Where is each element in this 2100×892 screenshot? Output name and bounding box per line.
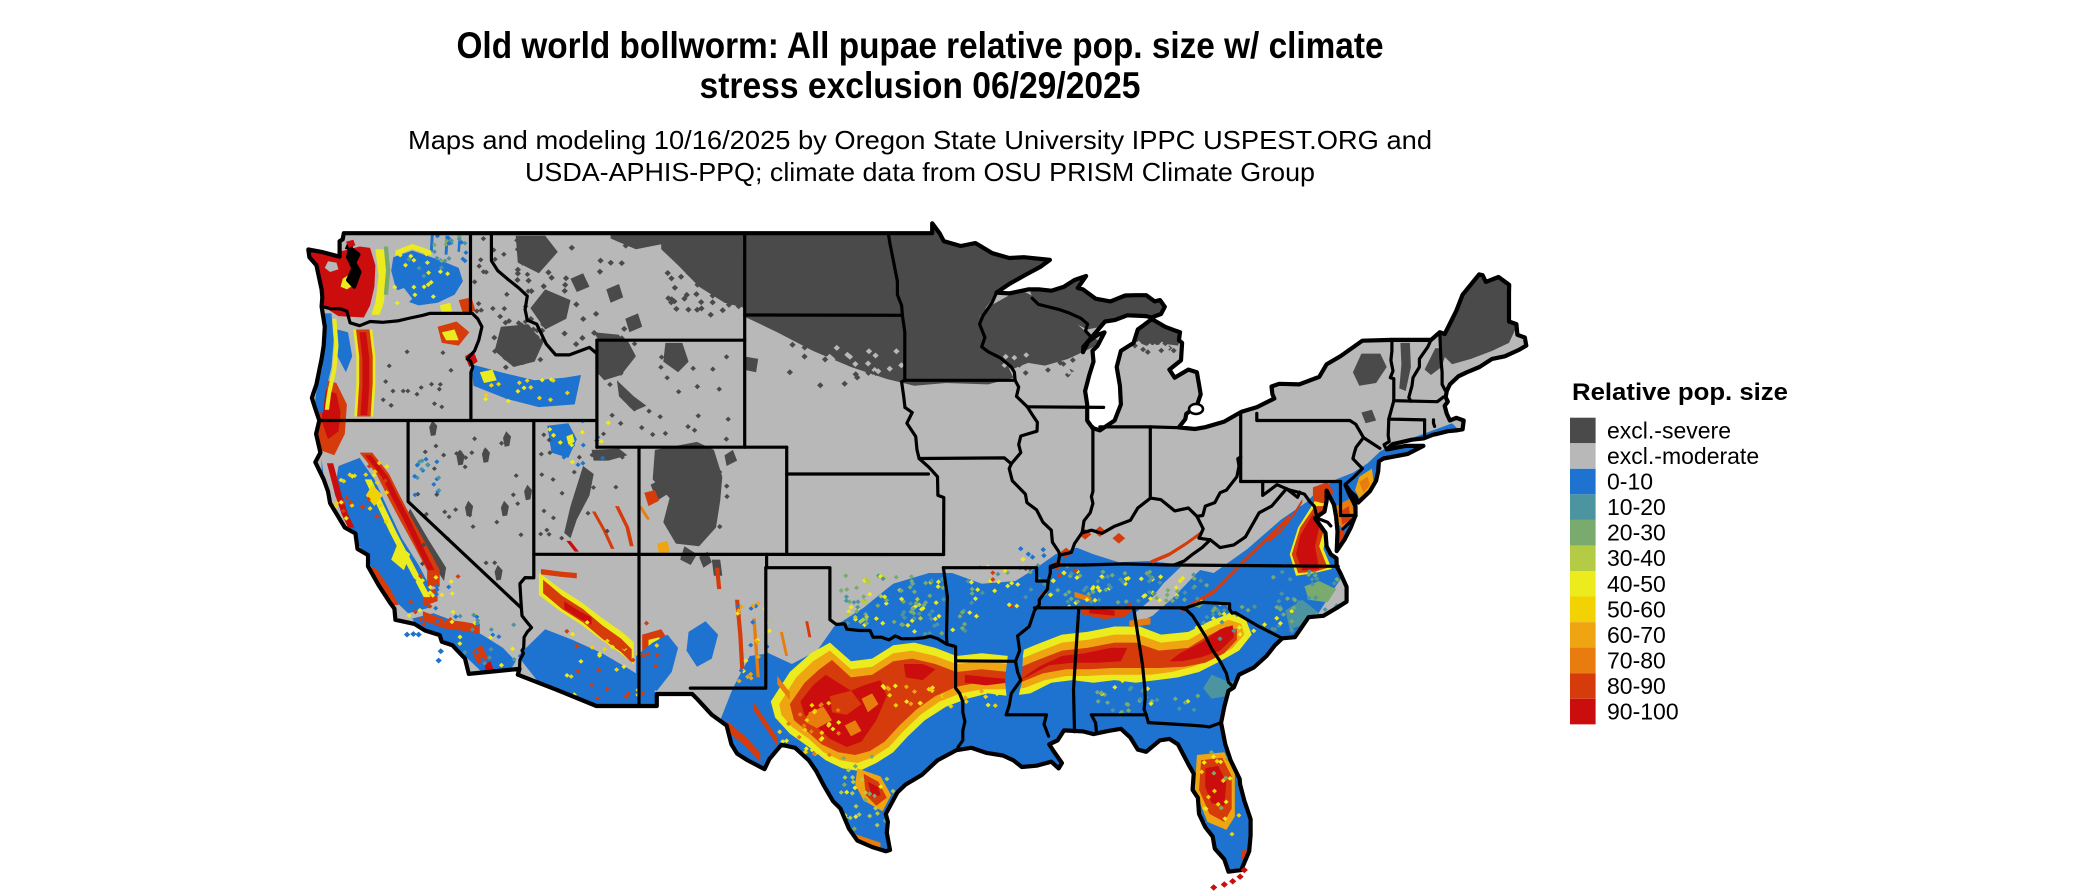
svg-text:excl.-severe: excl.-severe bbox=[1607, 418, 1731, 444]
svg-text:stress exclusion 06/29/2025: stress exclusion 06/29/2025 bbox=[700, 65, 1141, 106]
svg-text:60-70: 60-70 bbox=[1607, 622, 1666, 648]
svg-text:10-20: 10-20 bbox=[1607, 494, 1666, 520]
svg-text:80-90: 80-90 bbox=[1607, 673, 1666, 699]
svg-text:40-50: 40-50 bbox=[1607, 571, 1666, 597]
svg-text:70-80: 70-80 bbox=[1607, 647, 1666, 673]
svg-text:USDA-APHIS-PPQ; climate data f: USDA-APHIS-PPQ; climate data from OSU PR… bbox=[525, 157, 1315, 187]
svg-text:30-40: 30-40 bbox=[1607, 545, 1666, 571]
svg-text:90-100: 90-100 bbox=[1607, 699, 1679, 725]
svg-text:50-60: 50-60 bbox=[1607, 596, 1666, 622]
svg-text:20-30: 20-30 bbox=[1607, 520, 1666, 546]
svg-text:Old world bollworm: All pupae: Old world bollworm: All pupae relative p… bbox=[457, 25, 1384, 66]
svg-text:Maps and modeling 10/16/2025 b: Maps and modeling 10/16/2025 by Oregon S… bbox=[408, 125, 1432, 155]
svg-text:excl.-moderate: excl.-moderate bbox=[1607, 443, 1759, 469]
svg-text:Relative pop. size: Relative pop. size bbox=[1572, 379, 1788, 406]
svg-text:0-10: 0-10 bbox=[1607, 469, 1653, 495]
